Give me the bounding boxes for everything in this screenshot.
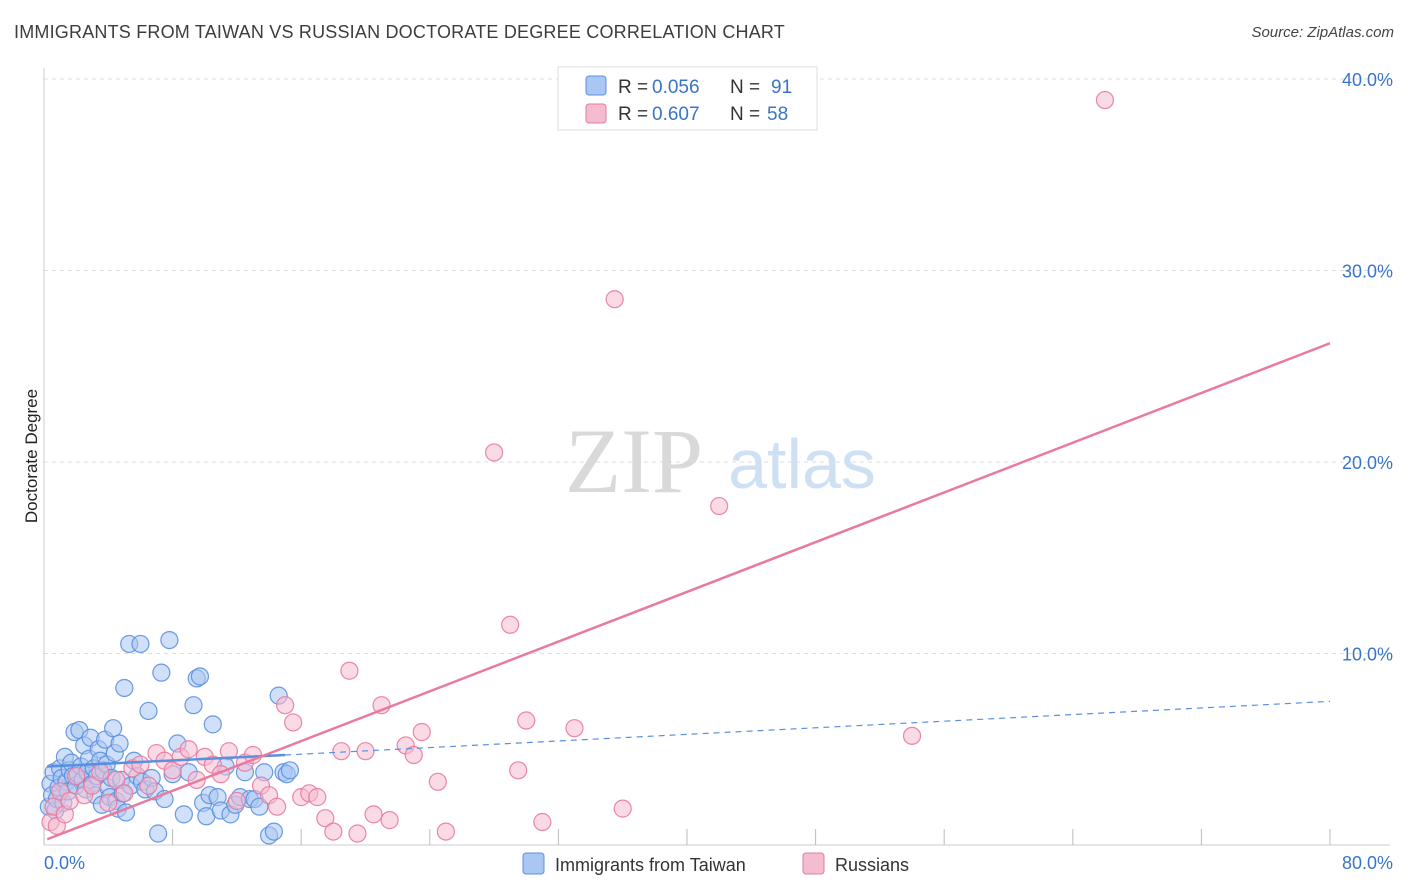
data-point [67, 766, 86, 786]
y-tick-label: 40.0% [1342, 70, 1393, 90]
legend-r-value-taiwan: 0.056 [652, 77, 700, 98]
data-point [1095, 90, 1115, 110]
data-point [412, 722, 431, 742]
x-tick-labels: 0.0% 80.0% [44, 853, 1393, 873]
data-point [436, 822, 455, 841]
watermark-atlas: atlas [728, 425, 876, 503]
data-point [264, 822, 283, 841]
data-point [284, 713, 303, 732]
data-point [348, 824, 367, 843]
data-point [219, 742, 238, 761]
data-point [340, 661, 359, 680]
legend-r-label-russians: R = [618, 104, 648, 125]
data-point [83, 776, 102, 795]
data-point [227, 791, 246, 811]
data-point [517, 711, 536, 730]
data-point [115, 784, 134, 803]
data-point [509, 761, 528, 780]
legend-bottom-label-taiwan: Immigrants from Taiwan [555, 855, 746, 875]
data-point [404, 745, 423, 765]
chart-title: IMMIGRANTS FROM TAIWAN VS RUSSIAN DOCTOR… [14, 22, 785, 42]
series-russians-points [41, 90, 1115, 843]
watermark-zip: ZIP [565, 410, 703, 512]
y-tick-labels: 10.0% 20.0% 30.0% 40.0% [1342, 70, 1393, 665]
y-tick-label: 30.0% [1342, 262, 1393, 282]
data-point [104, 719, 123, 738]
data-point [160, 630, 179, 650]
x-tick-label: 0.0% [44, 853, 85, 873]
legend-bottom-label-russians: Russians [835, 855, 909, 875]
correlation-legend: R = 0.056 N = 91 R = 0.607 N = 58 [557, 66, 818, 131]
series-taiwan-points [39, 630, 300, 845]
data-point [179, 740, 198, 759]
legend-bottom-swatch-russians [802, 852, 825, 875]
data-point [99, 793, 118, 812]
source-label: Source: ZipAtlas.com [1251, 24, 1394, 41]
data-point [91, 763, 110, 782]
data-point [332, 742, 351, 761]
legend-n-label-taiwan: N = [730, 77, 760, 98]
series-legend: Immigrants from Taiwan Russians [522, 852, 909, 875]
data-point [107, 770, 126, 789]
legend-swatch-taiwan [585, 75, 607, 96]
data-point [364, 805, 383, 824]
data-point [485, 443, 504, 462]
legend-r-value-russians: 0.607 [652, 104, 700, 125]
data-point [163, 761, 182, 780]
trend-line-taiwan [47, 753, 286, 768]
data-point [308, 788, 327, 807]
legend-swatch-russians [585, 103, 607, 124]
data-point [276, 696, 295, 715]
data-point [565, 719, 584, 738]
y-tick-label: 10.0% [1342, 645, 1393, 665]
axes [43, 68, 1390, 846]
data-point [428, 772, 447, 791]
data-point [710, 496, 729, 516]
data-point [267, 797, 287, 816]
data-point [533, 812, 552, 832]
data-point [324, 822, 343, 841]
data-point [149, 824, 168, 843]
data-point [131, 755, 150, 774]
data-point [139, 776, 158, 795]
data-point [316, 809, 335, 828]
data-point [605, 290, 624, 309]
data-point [501, 615, 520, 634]
legend-n-value-taiwan: 91 [771, 77, 792, 98]
data-point [115, 678, 134, 698]
legend-bottom-swatch-taiwan [522, 852, 545, 875]
legend-n-label-russians: N = [730, 104, 760, 125]
legend-n-value-russians: 58 [767, 104, 788, 125]
data-point [131, 634, 150, 654]
data-point [152, 663, 171, 682]
data-point [380, 811, 399, 830]
y-tick-label: 20.0% [1342, 453, 1393, 473]
trend-line-taiwan-projection [285, 700, 1331, 756]
legend-r-label-taiwan: R = [618, 77, 648, 98]
data-point [902, 726, 922, 745]
trend-lines [46, 342, 1331, 841]
data-point [139, 701, 158, 721]
grid-lines [44, 78, 1390, 654]
data-point [280, 761, 300, 780]
data-point [174, 805, 193, 824]
data-point [110, 734, 129, 753]
x-tick-label: 80.0% [1342, 853, 1393, 873]
data-point [190, 667, 210, 686]
data-point [203, 715, 222, 734]
trend-line-russians [46, 342, 1331, 841]
data-point [613, 799, 632, 818]
data-point [184, 696, 203, 715]
